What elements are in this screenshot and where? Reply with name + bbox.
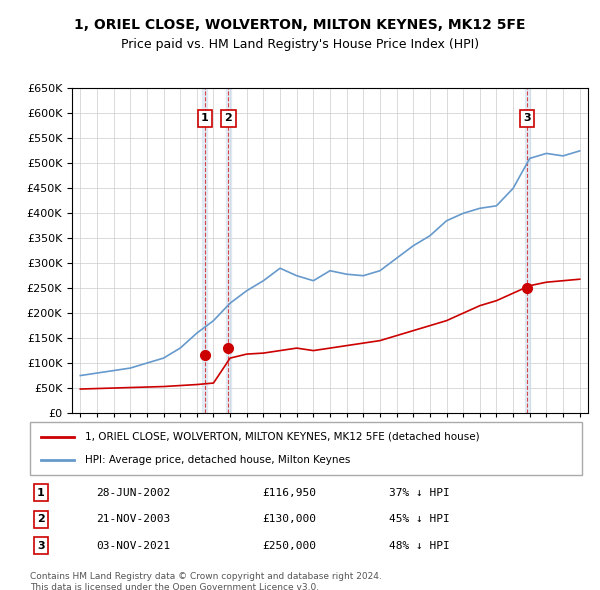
Text: HPI: Average price, detached house, Milton Keynes: HPI: Average price, detached house, Milt… (85, 455, 350, 465)
Text: Contains HM Land Registry data © Crown copyright and database right 2024.
This d: Contains HM Land Registry data © Crown c… (30, 572, 382, 590)
Text: 28-JUN-2002: 28-JUN-2002 (96, 488, 170, 498)
FancyBboxPatch shape (30, 422, 582, 475)
Text: 1: 1 (37, 488, 45, 498)
Text: 1: 1 (201, 113, 209, 123)
Text: 3: 3 (37, 540, 45, 550)
Bar (226, 88, 231, 413)
Bar (524, 88, 530, 413)
Text: £130,000: £130,000 (262, 514, 316, 524)
Text: 03-NOV-2021: 03-NOV-2021 (96, 540, 170, 550)
Text: 2: 2 (37, 514, 45, 524)
Text: 3: 3 (523, 113, 531, 123)
Text: 45% ↓ HPI: 45% ↓ HPI (389, 514, 449, 524)
Text: 48% ↓ HPI: 48% ↓ HPI (389, 540, 449, 550)
Bar (202, 88, 208, 413)
Text: 1, ORIEL CLOSE, WOLVERTON, MILTON KEYNES, MK12 5FE: 1, ORIEL CLOSE, WOLVERTON, MILTON KEYNES… (74, 18, 526, 32)
Text: £250,000: £250,000 (262, 540, 316, 550)
Text: 2: 2 (224, 113, 232, 123)
Text: 37% ↓ HPI: 37% ↓ HPI (389, 488, 449, 498)
Text: Price paid vs. HM Land Registry's House Price Index (HPI): Price paid vs. HM Land Registry's House … (121, 38, 479, 51)
Text: £116,950: £116,950 (262, 488, 316, 498)
Text: 1, ORIEL CLOSE, WOLVERTON, MILTON KEYNES, MK12 5FE (detached house): 1, ORIEL CLOSE, WOLVERTON, MILTON KEYNES… (85, 432, 480, 442)
Text: 21-NOV-2003: 21-NOV-2003 (96, 514, 170, 524)
